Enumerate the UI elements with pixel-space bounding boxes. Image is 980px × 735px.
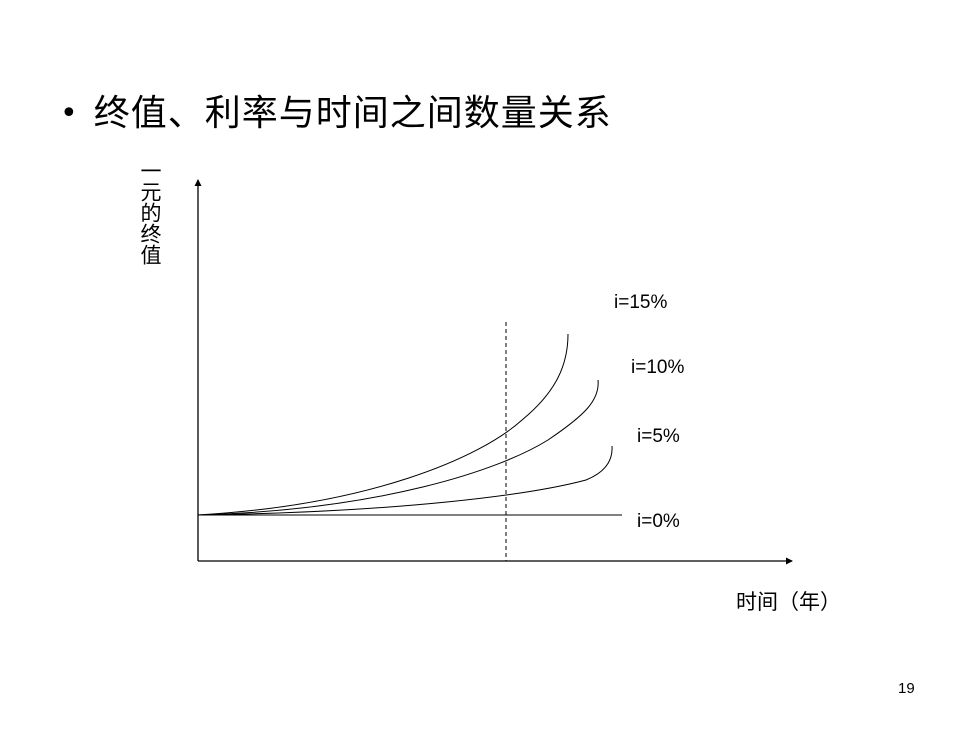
title-row: • 终值、利率与时间之间数量关系 xyxy=(60,92,612,135)
curve-label-i-5: i=5% xyxy=(637,426,680,447)
slide-title: 终值、利率与时间之间数量关系 xyxy=(93,93,612,134)
page-number: 19 xyxy=(898,680,915,697)
bullet-icon: • xyxy=(60,95,78,131)
curve-i-5 xyxy=(197,445,613,516)
curve-i-10 xyxy=(197,379,599,516)
curve-label-i-15: i=15% xyxy=(614,292,667,313)
curve-i-15 xyxy=(197,333,569,516)
curve-label-i-10: i=10% xyxy=(631,357,684,378)
y-axis-label: 一元的终值 xyxy=(138,160,162,265)
x-axis-label: 时间（年） xyxy=(736,590,841,614)
curve-label-i-0: i=0% xyxy=(637,511,680,532)
